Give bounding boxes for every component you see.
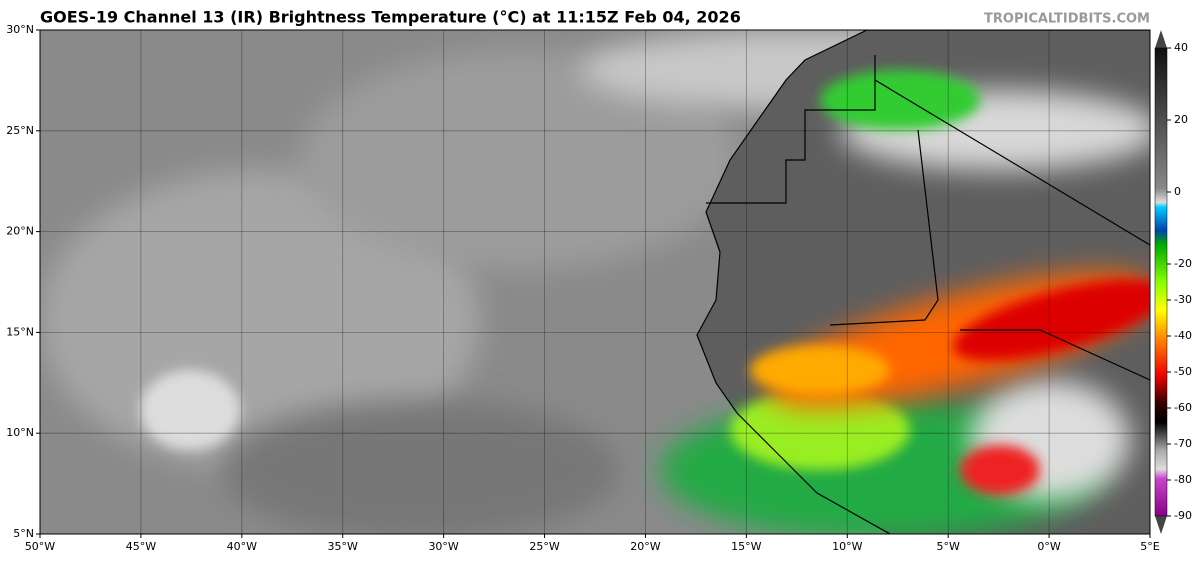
x-tick-label: 35°W — [328, 540, 358, 553]
x-tick-label: 15°W — [731, 540, 761, 553]
y-tick-label: 15°N — [6, 325, 34, 338]
x-tick-label: 30°W — [428, 540, 458, 553]
y-tick-label: 25°N — [6, 124, 34, 137]
y-tick-label: 20°N — [6, 225, 34, 238]
x-tick-label: 10°W — [832, 540, 862, 553]
colorbar-tick-label: -30 — [1174, 293, 1192, 306]
y-tick-label: 5°N — [13, 527, 34, 540]
colorbar-tick-label: -80 — [1174, 473, 1192, 486]
colorbar-tick-label: 0 — [1174, 185, 1181, 198]
x-tick-label: 25°W — [529, 540, 559, 553]
colorbar-tick-label: -50 — [1174, 365, 1192, 378]
x-tick-label: 0°W — [1037, 540, 1060, 553]
x-tick-label: 5°E — [1140, 540, 1159, 553]
x-tick-label: 20°W — [630, 540, 660, 553]
map-frame — [39, 29, 1151, 535]
x-tick-label: 45°W — [126, 540, 156, 553]
colorbar-tick-label: -70 — [1174, 437, 1192, 450]
colorbar — [1154, 47, 1168, 517]
colorbar-tick-label: -60 — [1174, 401, 1192, 414]
y-tick-label: 30°N — [6, 23, 34, 36]
x-tick-label: 40°W — [227, 540, 257, 553]
title: GOES-19 Channel 13 (IR) Brightness Tempe… — [40, 8, 741, 27]
colorbar-tick-label: -40 — [1174, 329, 1192, 342]
colorbar-tick-label: 20 — [1174, 113, 1188, 126]
imagery — [40, 30, 1150, 534]
x-tick-label: 5°W — [936, 540, 959, 553]
colorbar-tick-label: -90 — [1174, 509, 1192, 522]
colorbar-tick-label: -20 — [1174, 257, 1192, 270]
credit: TROPICALTIDBITS.COM — [984, 12, 1150, 27]
x-tick-label: 50°W — [25, 540, 55, 553]
y-tick-label: 10°N — [6, 426, 34, 439]
colorbar-tick-label: 40 — [1174, 41, 1188, 54]
